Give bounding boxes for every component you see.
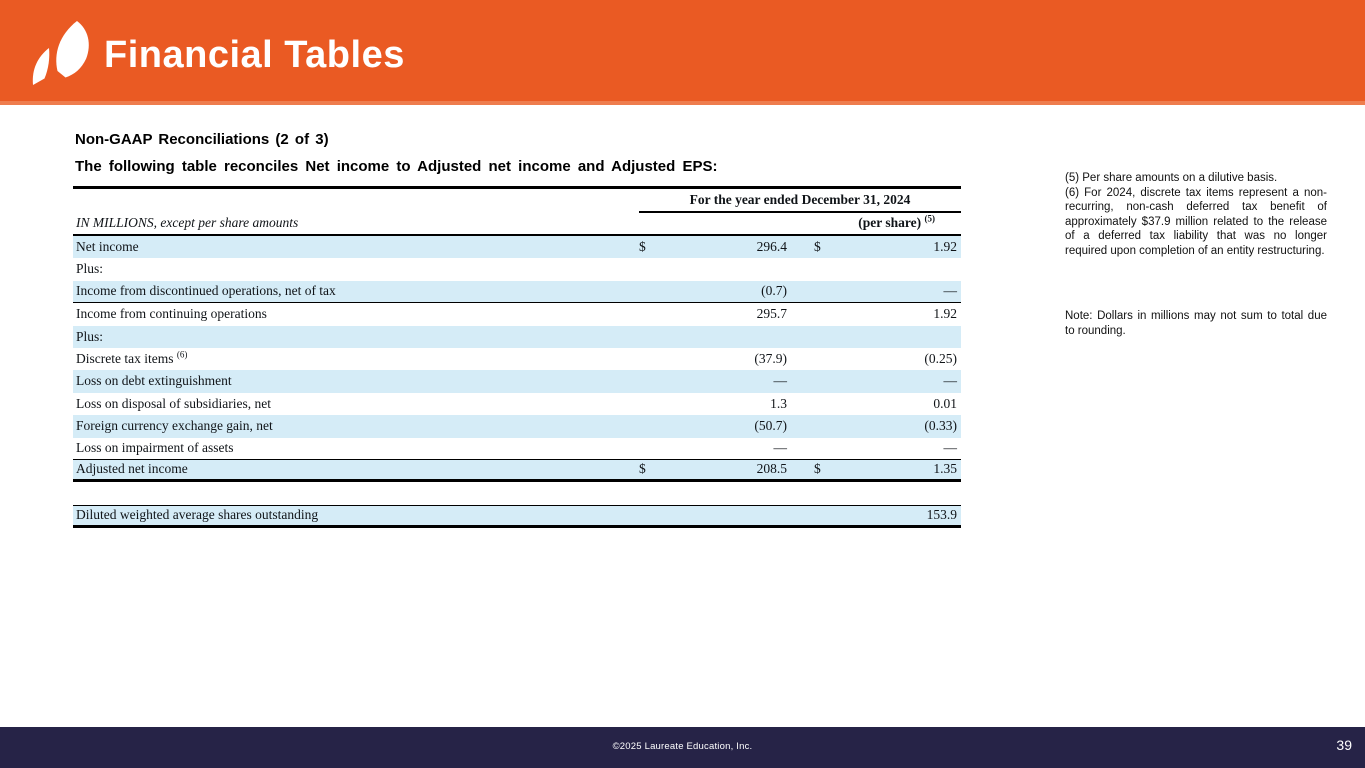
table-row: Foreign currency exchange gain, net (50.7… [73,415,961,438]
row-label: Discrete tax items (6) [76,349,188,366]
table-row: Loss on impairment of assets — — [73,438,961,460]
row-label: Foreign currency exchange gain, net [76,418,273,434]
dollar-sign: $ [639,239,646,254]
row-label: Plus: [76,261,104,277]
table-row: Plus: [73,258,961,280]
value-millions: (50.7) [754,418,787,434]
value-per-share: 1.35 [933,461,957,477]
footnote-ref-6: (6) [176,349,188,360]
footnote-6: (6) For 2024, discrete tax items represe… [1065,186,1327,257]
row-label: Loss on impairment of assets [76,440,234,456]
value-per-share: — [943,373,958,389]
table-caption: IN MILLIONS, except per share amounts [76,215,299,230]
value-per-share: 153.9 [926,507,957,523]
dollar-sign: $ [814,461,821,477]
table-spacer-row [73,482,961,506]
table-row: Income from continuing operations 295.7 1.… [73,303,961,325]
row-label: Loss on debt extinguishment [76,373,232,389]
table-row: Loss on debt extinguishment — — [73,370,961,393]
section-heading: Non-GAAP Reconciliations (2 of 3) [75,131,329,148]
row-label: Income from discontinued operations, net… [76,283,336,299]
table-row: Loss on disposal of subsidiaries, net 1.3… [73,393,961,415]
value-per-share: — [943,283,958,299]
value-millions: (0.7) [761,283,787,299]
value-per-share: 0.01 [933,395,957,411]
value-per-share: 1.92 [933,306,957,322]
table-row: Discrete tax items (6) (37.9) (0.25) [73,348,961,370]
row-label: Loss on disposal of subsidiaries, net [76,395,271,411]
value-per-share: 1.92 [933,239,957,254]
value-millions: — [773,440,788,456]
table-row: Net income $296.4 $1.92 [73,236,961,259]
dollar-sign: $ [639,461,646,477]
footnote-5: (5) Per share amounts on a dilutive basi… [1065,172,1278,184]
row-label: Net income [76,239,139,254]
row-label: Plus: [76,328,104,344]
page-title: Financial Tables [104,34,405,76]
value-millions: — [773,373,788,389]
period-header: For the year ended December 31, 2024 [639,192,961,213]
per-share-label: (per share) [858,215,925,230]
table-row: Plus: [73,325,961,348]
table-row: Income from discontinued operations, net… [73,280,961,304]
value-millions: 296.4 [756,239,787,254]
row-label: Income from continuing operations [76,306,267,322]
row-label: Diluted weighted average shares outstand… [76,507,319,523]
value-per-share: — [943,440,958,456]
value-millions: 1.3 [770,395,787,411]
footnotes-block: (5) Per share amounts on a dilutive basi… [1065,171,1327,259]
financial-table-body: Net income $296.4 $1.92 Plus: Income from di… [73,236,961,528]
value-per-share: (0.33) [924,418,957,434]
financial-table: For the year ended December 31, 2024 IN … [73,186,961,528]
row-label: Adjusted net income [76,461,188,477]
value-millions: (37.9) [754,350,787,366]
table-header: For the year ended December 31, 2024 IN … [73,189,961,236]
value-per-share: (0.25) [924,350,957,366]
per-share-column-header: (per share) (5) [858,213,936,231]
value-millions: 208.5 [756,461,787,477]
table-row: Adjusted net income $208.5 $1.35 [73,459,961,483]
header-band: Financial Tables [0,0,1365,105]
value-millions: 295.7 [756,306,787,322]
rounding-note: Note: Dollars in millions may not sum to… [1065,310,1327,337]
page-number: 39 [1336,737,1352,753]
footer-band: ©2025 Laureate Education, Inc. 39 [0,727,1365,768]
dollar-sign: $ [814,239,821,254]
table-row: Diluted weighted average shares outstand… [73,505,961,528]
section-subheading: The following table reconciles Net incom… [75,158,718,175]
laureate-leaf-logo-icon [32,21,89,85]
copyright-text: ©2025 Laureate Education, Inc. [612,741,753,752]
footnote-ref-5: (5) [924,213,936,224]
